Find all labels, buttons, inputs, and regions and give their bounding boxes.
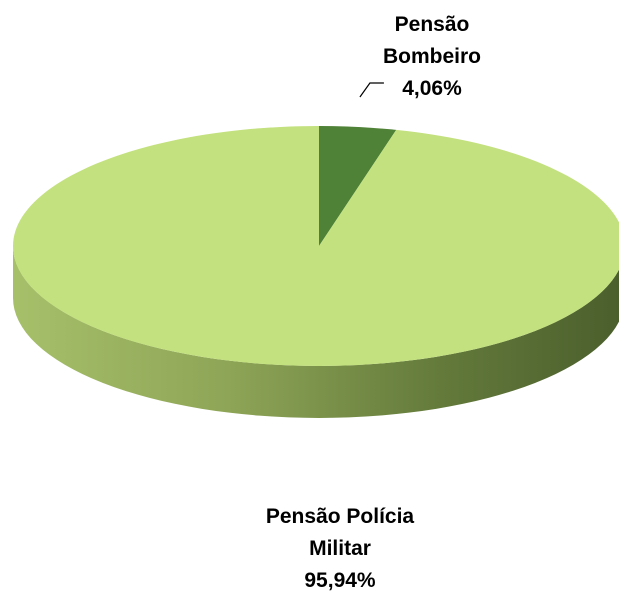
leader-lines: [359, 82, 384, 98]
data-label-bombeiro-value: 4,06%: [402, 77, 462, 100]
data-label-bombeiro-line2: Bombeiro: [383, 45, 481, 68]
pie-slice-1: [319, 126, 397, 246]
leader-line-bombeiro: [359, 82, 384, 98]
pie-side-wall: [13, 246, 619, 418]
pie-3d-side: [13, 246, 619, 418]
data-label-bombeiro-line1: Pensão: [395, 13, 470, 36]
pie-slice-2: [13, 126, 619, 366]
data-label-policia-line1: Pensão Polícia: [266, 505, 415, 528]
data-label-policia-value: 95,94%: [304, 569, 376, 592]
data-label-policia-line2: Militar: [309, 537, 371, 560]
pie-top: [13, 126, 619, 366]
